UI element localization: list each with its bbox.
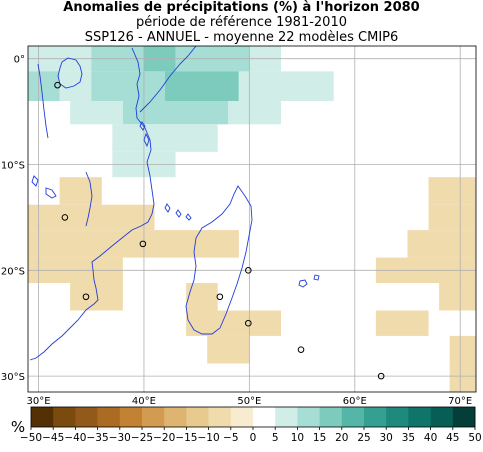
lake-malawi <box>85 171 93 227</box>
island-reunion <box>298 279 308 288</box>
x-tick-label: 40°E <box>132 396 156 407</box>
station-marker <box>82 293 90 301</box>
y-tick-label: 20°S <box>1 266 25 277</box>
anomaly-cell <box>28 204 155 231</box>
coastline-horn <box>139 46 197 113</box>
station-marker <box>297 346 305 353</box>
anomaly-cell <box>449 335 476 364</box>
anomaly-cell <box>28 230 239 258</box>
y-tick-label: 30°S <box>1 372 25 383</box>
anomaly-cell <box>207 335 250 364</box>
anomaly-cell <box>59 177 102 205</box>
anomaly-cell <box>449 363 476 392</box>
anomaly-cell <box>59 71 92 102</box>
gridlines <box>28 46 476 392</box>
anomaly-cell <box>28 71 60 102</box>
anomaly-cell <box>70 101 123 125</box>
coastline-madagascar <box>185 185 253 335</box>
anomaly-cell <box>407 230 476 258</box>
island-zanzibar <box>143 132 150 148</box>
anomaly-cell <box>186 310 281 336</box>
anomaly-cell <box>428 204 476 231</box>
station-marker <box>139 240 147 248</box>
anomaly-cell <box>112 124 218 152</box>
lake-small <box>31 175 39 187</box>
anomaly-cell <box>238 71 334 102</box>
x-tick-label: 70°E <box>448 396 472 407</box>
anomaly-cell <box>439 283 476 311</box>
station-marker <box>216 293 224 301</box>
anomaly-cell <box>165 71 239 102</box>
title-line-2: période de référence 1981-2010 <box>136 15 347 30</box>
y-tick-label: 0° <box>14 55 25 66</box>
x-tick-label: 50°E <box>237 396 261 407</box>
y-tick-label: 10°S <box>1 161 25 172</box>
island-comoros-3 <box>185 213 192 221</box>
title-line-3: SSP126 - ANNUEL - moyenne 22 modèles CMI… <box>84 30 399 45</box>
island-comoros-2 <box>175 209 182 218</box>
island-comoros-1 <box>164 203 171 213</box>
anomaly-cell <box>228 101 281 125</box>
island-mauritius <box>313 274 320 281</box>
station-marker <box>245 267 252 274</box>
station-marker <box>377 372 385 380</box>
lake-kivu-tanganyika <box>37 63 49 139</box>
station-marker <box>61 214 69 221</box>
x-tick-label: 60°E <box>343 396 367 407</box>
x-tick-label: 30°E <box>27 396 51 407</box>
lake-victoria <box>57 57 83 89</box>
anomaly-cell <box>428 177 476 205</box>
anomaly-cell <box>186 283 218 311</box>
coastline-africa <box>29 47 155 361</box>
island-pemba <box>139 121 146 131</box>
stations <box>54 81 385 380</box>
anomaly-cell <box>91 71 166 102</box>
lake-kariba <box>45 187 57 199</box>
coastlines <box>29 46 320 361</box>
title-line-1: Anomalies de précipitations (%) à l'hori… <box>63 0 420 15</box>
anomaly-cell <box>70 283 123 311</box>
station-marker <box>54 81 61 89</box>
anomaly-cell <box>375 310 429 336</box>
station-marker <box>245 319 252 327</box>
anomaly-cell <box>122 101 229 125</box>
map-frame <box>27 45 477 393</box>
axis-ticks: 30°E 40°E 50°E 60°E 70°E 0° 10°S 20°S 30°S <box>1 55 472 407</box>
